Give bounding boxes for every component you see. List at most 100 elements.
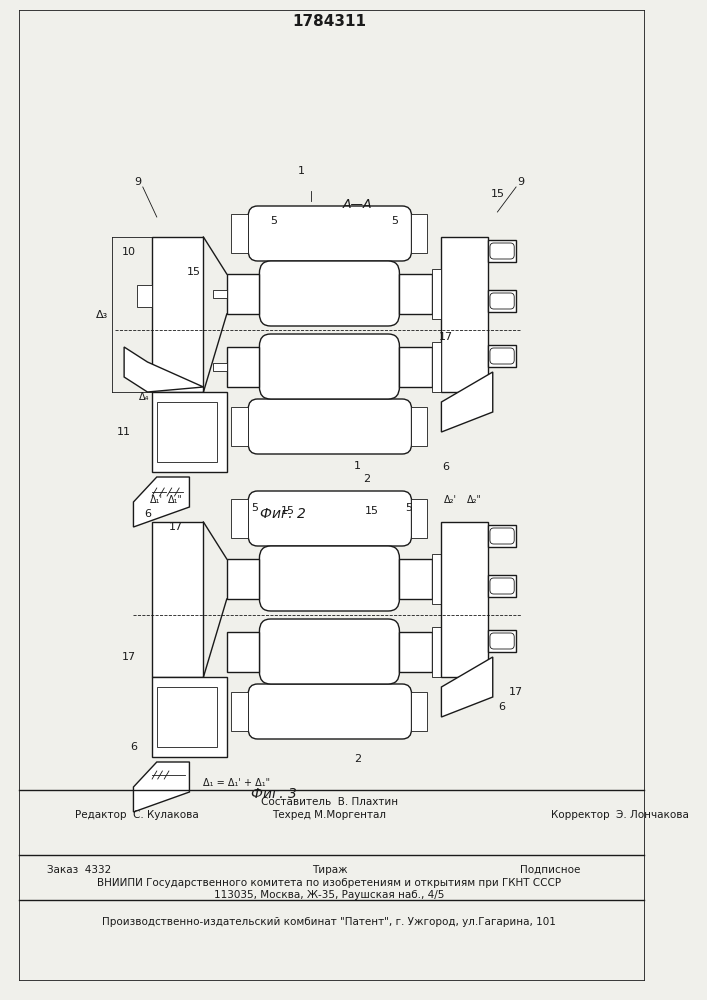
Text: 1784311: 1784311 bbox=[293, 14, 366, 29]
Text: 113035, Москва, Ж-35, Раушская наб., 4/5: 113035, Москва, Ж-35, Раушская наб., 4/5 bbox=[214, 890, 445, 900]
FancyBboxPatch shape bbox=[399, 347, 432, 387]
Text: 5: 5 bbox=[391, 216, 398, 226]
FancyBboxPatch shape bbox=[227, 347, 259, 387]
Text: 11: 11 bbox=[117, 427, 131, 437]
Text: 6: 6 bbox=[144, 509, 151, 519]
Text: 17: 17 bbox=[439, 332, 453, 342]
FancyBboxPatch shape bbox=[259, 334, 399, 399]
Text: Составитель  В. Плахтин: Составитель В. Плахтин bbox=[261, 797, 398, 807]
FancyBboxPatch shape bbox=[490, 293, 514, 309]
FancyBboxPatch shape bbox=[259, 261, 399, 326]
FancyBboxPatch shape bbox=[441, 237, 488, 392]
FancyBboxPatch shape bbox=[231, 692, 248, 731]
FancyBboxPatch shape bbox=[488, 575, 516, 597]
Polygon shape bbox=[134, 762, 189, 812]
Text: Подписное: Подписное bbox=[520, 865, 580, 875]
Text: ВНИИПИ Государственного комитета по изобретениям и открытиям при ГКНТ СССР: ВНИИПИ Государственного комитета по изоб… bbox=[98, 878, 561, 888]
FancyBboxPatch shape bbox=[432, 342, 441, 392]
FancyBboxPatch shape bbox=[248, 684, 411, 739]
FancyBboxPatch shape bbox=[248, 491, 411, 546]
FancyBboxPatch shape bbox=[157, 687, 218, 747]
FancyBboxPatch shape bbox=[411, 214, 428, 253]
FancyBboxPatch shape bbox=[231, 499, 248, 538]
Text: Фиг. 3: Фиг. 3 bbox=[250, 787, 296, 801]
Text: 15: 15 bbox=[281, 506, 294, 516]
Text: 17: 17 bbox=[168, 522, 182, 532]
FancyBboxPatch shape bbox=[213, 363, 227, 371]
Text: Δ₃: Δ₃ bbox=[95, 310, 108, 320]
FancyBboxPatch shape bbox=[248, 399, 411, 454]
FancyBboxPatch shape bbox=[488, 290, 516, 312]
FancyBboxPatch shape bbox=[137, 285, 152, 307]
FancyBboxPatch shape bbox=[152, 677, 227, 757]
Text: Фиг. 2: Фиг. 2 bbox=[260, 507, 305, 521]
Text: 9: 9 bbox=[518, 177, 525, 187]
FancyBboxPatch shape bbox=[490, 243, 514, 259]
FancyBboxPatch shape bbox=[490, 633, 514, 649]
Text: Техред М.Моргентал: Техред М.Моргентал bbox=[272, 810, 387, 820]
FancyBboxPatch shape bbox=[411, 692, 428, 731]
Text: Корректор  Э. Лончакова: Корректор Э. Лончакова bbox=[551, 810, 689, 820]
Polygon shape bbox=[441, 657, 493, 717]
FancyBboxPatch shape bbox=[157, 402, 218, 462]
Text: Заказ  4332: Заказ 4332 bbox=[47, 865, 111, 875]
Text: Δ₁ = Δ₁' + Δ₁": Δ₁ = Δ₁' + Δ₁" bbox=[204, 778, 271, 788]
FancyBboxPatch shape bbox=[399, 632, 432, 672]
Text: 5: 5 bbox=[251, 503, 258, 513]
FancyBboxPatch shape bbox=[490, 578, 514, 594]
FancyBboxPatch shape bbox=[441, 522, 488, 677]
FancyBboxPatch shape bbox=[488, 630, 516, 652]
FancyBboxPatch shape bbox=[432, 269, 441, 319]
Text: 15: 15 bbox=[364, 506, 378, 516]
FancyBboxPatch shape bbox=[490, 528, 514, 544]
FancyBboxPatch shape bbox=[488, 240, 516, 262]
Polygon shape bbox=[441, 372, 493, 432]
FancyBboxPatch shape bbox=[231, 214, 248, 253]
Text: Δ₁": Δ₁" bbox=[168, 495, 183, 505]
Text: Δ₂": Δ₂" bbox=[467, 495, 481, 505]
Text: А—А: А—А bbox=[343, 198, 372, 212]
Text: 17: 17 bbox=[122, 652, 136, 662]
Text: 2: 2 bbox=[354, 754, 361, 764]
Text: Δ₁': Δ₁' bbox=[151, 495, 163, 505]
FancyBboxPatch shape bbox=[432, 554, 441, 604]
Text: 5: 5 bbox=[405, 503, 412, 513]
Text: Δ₂': Δ₂' bbox=[444, 495, 457, 505]
FancyBboxPatch shape bbox=[248, 206, 411, 261]
Text: 10: 10 bbox=[122, 247, 136, 257]
FancyBboxPatch shape bbox=[213, 290, 227, 298]
Polygon shape bbox=[124, 347, 204, 392]
FancyBboxPatch shape bbox=[488, 525, 516, 547]
FancyBboxPatch shape bbox=[152, 392, 227, 472]
FancyBboxPatch shape bbox=[259, 619, 399, 684]
FancyBboxPatch shape bbox=[399, 274, 432, 314]
Text: 6: 6 bbox=[443, 462, 450, 472]
FancyBboxPatch shape bbox=[488, 345, 516, 367]
FancyBboxPatch shape bbox=[152, 522, 204, 677]
Text: Производственно-издательский комбинат "Патент", г. Ужгород, ул.Гагарина, 101: Производственно-издательский комбинат "П… bbox=[103, 917, 556, 927]
Text: 6: 6 bbox=[130, 742, 137, 752]
Text: Редактор  С. Кулакова: Редактор С. Кулакова bbox=[75, 810, 199, 820]
FancyBboxPatch shape bbox=[227, 632, 259, 672]
Text: 9: 9 bbox=[134, 177, 141, 187]
FancyBboxPatch shape bbox=[227, 274, 259, 314]
FancyBboxPatch shape bbox=[490, 348, 514, 364]
FancyBboxPatch shape bbox=[231, 407, 248, 446]
Text: 1: 1 bbox=[298, 166, 305, 176]
FancyBboxPatch shape bbox=[399, 559, 432, 599]
FancyBboxPatch shape bbox=[227, 559, 259, 599]
FancyBboxPatch shape bbox=[432, 627, 441, 677]
Text: 15: 15 bbox=[491, 189, 504, 199]
Text: 17: 17 bbox=[509, 687, 523, 697]
Text: Тираж: Тираж bbox=[312, 865, 347, 875]
Text: 5: 5 bbox=[270, 216, 277, 226]
FancyBboxPatch shape bbox=[411, 499, 428, 538]
Polygon shape bbox=[134, 477, 189, 527]
Text: Δ₄: Δ₄ bbox=[139, 392, 150, 402]
FancyBboxPatch shape bbox=[411, 407, 428, 446]
FancyBboxPatch shape bbox=[259, 546, 399, 611]
FancyBboxPatch shape bbox=[152, 237, 204, 392]
Text: 1: 1 bbox=[354, 461, 361, 471]
Text: 6: 6 bbox=[498, 702, 506, 712]
Text: 15: 15 bbox=[187, 267, 201, 277]
